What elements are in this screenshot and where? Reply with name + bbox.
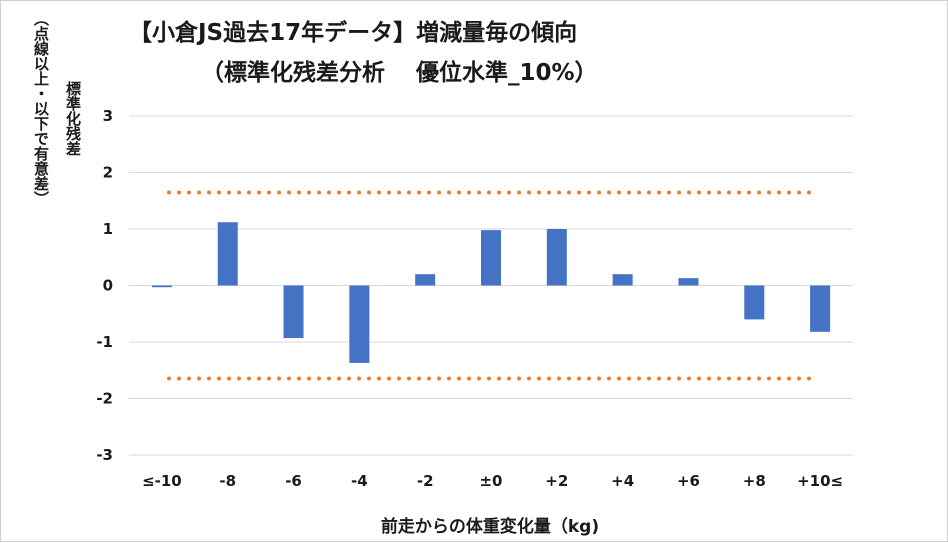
x-tick-label: +2 bbox=[545, 472, 568, 490]
bar bbox=[283, 285, 304, 339]
y-tick-label: 1 bbox=[103, 220, 113, 238]
bar bbox=[415, 274, 436, 286]
bar bbox=[151, 285, 172, 288]
x-tick-label: ≤-10 bbox=[142, 472, 182, 490]
y-tick-label: -3 bbox=[96, 446, 113, 464]
bar bbox=[217, 222, 238, 286]
y-tick-label: 0 bbox=[103, 277, 113, 295]
bar bbox=[810, 285, 831, 332]
bar bbox=[481, 230, 501, 286]
x-tick-label: ±0 bbox=[479, 472, 502, 490]
bar bbox=[678, 278, 699, 286]
chart-subtitle: （標準化残差分析 優位水準_10%） bbox=[201, 60, 598, 86]
x-tick-label: -2 bbox=[417, 472, 434, 490]
bar bbox=[744, 285, 765, 320]
x-tick-label: -8 bbox=[219, 472, 236, 490]
y-tick-label: -1 bbox=[96, 333, 113, 351]
bar bbox=[546, 229, 567, 286]
x-tick-label: -4 bbox=[351, 472, 368, 490]
x-tick-label: +10≤ bbox=[797, 472, 843, 490]
x-tick-label: +4 bbox=[611, 472, 634, 490]
x-axis-label: 前走からの体重変化量（kg) bbox=[380, 517, 600, 537]
y-tick-label: -2 bbox=[96, 390, 113, 408]
x-tick-label: +8 bbox=[743, 472, 766, 490]
y-tick-label: 3 bbox=[103, 107, 113, 125]
chart-title: 【小倉JS過去17年データ】増減量毎の傾向 bbox=[129, 20, 578, 46]
x-tick-label: +6 bbox=[677, 472, 700, 490]
x-tick-label: -6 bbox=[285, 472, 302, 490]
y-axis-note: （点線以上・以下で有意差） bbox=[32, 11, 50, 206]
bar bbox=[349, 285, 370, 363]
y-axis-label: 標準化残差 bbox=[64, 81, 82, 156]
y-tick-label: 2 bbox=[103, 164, 113, 182]
bar bbox=[612, 274, 633, 286]
